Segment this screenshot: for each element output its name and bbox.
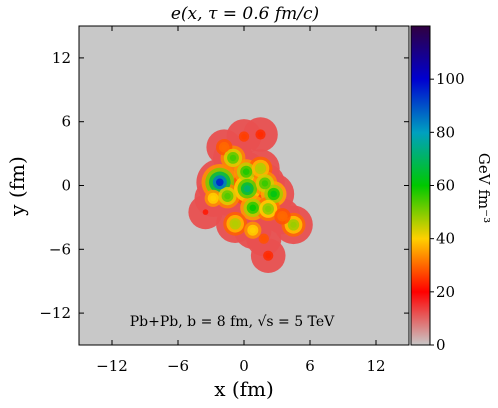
density-blob bbox=[265, 205, 272, 213]
x-tick-label: 12 bbox=[366, 357, 385, 375]
colorbar-tick-label: 40 bbox=[436, 230, 455, 248]
density-blob bbox=[241, 133, 247, 140]
density-blob bbox=[270, 190, 278, 198]
x-tick-label: −6 bbox=[167, 357, 189, 375]
colorbar-tick-label: 80 bbox=[436, 123, 455, 141]
colorbar: 0 20 40 60 80 100 GeV fm⁻³ bbox=[410, 25, 493, 354]
colorbar-tick-label: 20 bbox=[436, 283, 455, 301]
density-blob bbox=[229, 154, 237, 162]
y-tick-label: 12 bbox=[52, 49, 71, 67]
x-tick-label: −12 bbox=[96, 357, 128, 375]
chart-title: e(x, τ = 0.6 fm/c) bbox=[171, 4, 319, 24]
y-axis-title: y (fm) bbox=[5, 156, 29, 217]
energy-density-field bbox=[188, 117, 313, 273]
x-axis-ticks: −12 −6 0 6 12 bbox=[96, 26, 386, 375]
density-blob bbox=[216, 178, 224, 187]
density-blob bbox=[257, 131, 264, 138]
x-axis-title: x (fm) bbox=[214, 377, 274, 401]
density-blob bbox=[249, 204, 257, 212]
density-blob bbox=[290, 221, 297, 228]
density-blob bbox=[257, 165, 264, 172]
x-tick-label: 0 bbox=[239, 357, 249, 375]
colorbar-label: GeV fm⁻³ bbox=[475, 153, 493, 223]
density-blob bbox=[261, 180, 269, 187]
y-axis-ticks: 12 6 0 −6 −12 bbox=[39, 49, 409, 322]
density-blob bbox=[243, 185, 251, 193]
y-tick-label: −6 bbox=[49, 240, 71, 258]
y-tick-label: 0 bbox=[61, 177, 71, 195]
density-blob bbox=[202, 209, 209, 215]
y-tick-label: −12 bbox=[39, 304, 71, 322]
heatmap-panel: −12 −6 0 6 12 12 6 0 −6 −12 bbox=[39, 25, 410, 375]
density-blob bbox=[224, 192, 231, 200]
x-tick-label: 6 bbox=[305, 357, 315, 375]
y-tick-label: 6 bbox=[61, 113, 71, 131]
density-blob bbox=[232, 220, 239, 227]
density-blob bbox=[249, 227, 256, 234]
density-blob bbox=[260, 235, 267, 242]
density-blob bbox=[221, 144, 228, 151]
colorbar-gradient bbox=[410, 25, 431, 346]
colorbar-ticks: 0 20 40 60 80 100 bbox=[430, 70, 465, 354]
colorbar-tick-label: 100 bbox=[436, 70, 465, 88]
colorbar-tick-label: 60 bbox=[436, 177, 455, 195]
density-blob bbox=[279, 213, 286, 220]
collision-annotation: Pb+Pb, b = 8 fm, √s = 5 TeV bbox=[130, 314, 335, 330]
density-blob bbox=[242, 168, 250, 175]
colorbar-tick-label: 0 bbox=[436, 336, 446, 354]
density-blob bbox=[210, 195, 217, 202]
density-blob bbox=[265, 252, 272, 259]
